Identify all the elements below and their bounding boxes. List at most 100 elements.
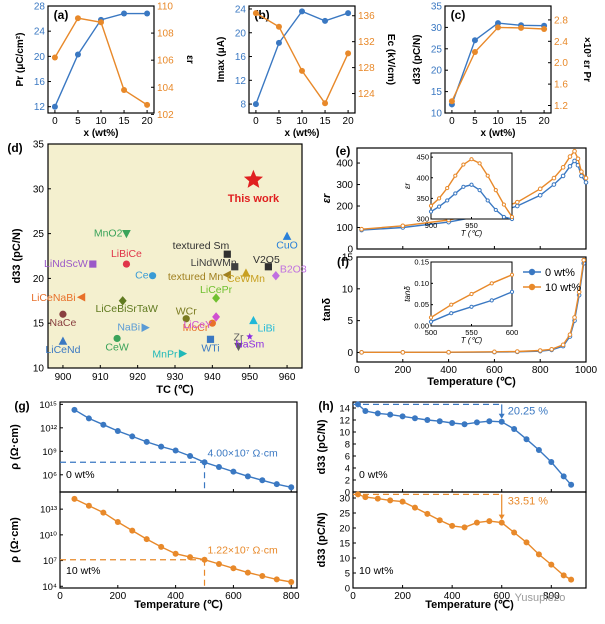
- x-tick-label: 15: [118, 116, 130, 127]
- inset-10wt-point: [437, 196, 442, 201]
- point-label: WCr: [176, 306, 197, 318]
- series-point: [259, 573, 266, 579]
- y-tick-label: 110: [157, 2, 173, 13]
- series-point: [187, 554, 194, 561]
- data-point: [118, 296, 127, 306]
- watermark-text: Yusupiezo: [515, 592, 566, 604]
- x-tick-label: 15: [515, 116, 527, 127]
- inset-10wt-point: [501, 202, 506, 207]
- series-point: [259, 477, 266, 484]
- data-point: [282, 231, 292, 240]
- series-Ec-line: [255, 12, 349, 105]
- y-tick-label: 24: [235, 4, 247, 15]
- x-tick-label: 10: [492, 116, 504, 127]
- x-axis-label: Temperature (℃): [427, 376, 516, 388]
- series-point: [449, 522, 456, 529]
- y-axis-label-right: Ec (kV/cm): [385, 34, 396, 85]
- point-label: CeW: [105, 341, 128, 353]
- series-d33-point: [471, 37, 478, 44]
- x-tick-label: 400: [440, 365, 457, 376]
- y-tick-label: 128: [358, 63, 375, 74]
- series-point: [498, 519, 505, 526]
- series-point: [215, 561, 222, 567]
- y-tick-label: 10: [342, 284, 354, 295]
- series-point: [535, 551, 542, 558]
- series-Pr-point: [144, 10, 151, 17]
- y-tick-label: 25: [339, 509, 350, 520]
- series-point: [436, 517, 443, 524]
- data-point: [113, 334, 121, 343]
- y-tick-label: 25: [431, 44, 443, 55]
- x-axis-label: TC (℃): [156, 384, 194, 396]
- y-tick-label: 300: [336, 180, 353, 191]
- inset-x-label: T (℃): [461, 229, 483, 238]
- y-tick-label: 4: [345, 464, 350, 475]
- series-10wt-point: [549, 346, 554, 352]
- y-tick-label: 0.00: [414, 322, 429, 331]
- series-0wt-point: [515, 203, 520, 209]
- arrow-head: [498, 514, 505, 520]
- point-label: Zr: [234, 331, 244, 343]
- y-tick-label: 400: [416, 173, 429, 182]
- x-tick-label: 20: [343, 116, 355, 127]
- y-tick-label: 20: [34, 52, 46, 63]
- x-axis-label: Temperature (℃): [425, 599, 514, 611]
- series-Imax-point: [252, 101, 259, 108]
- y-tick-label: 10: [431, 109, 443, 120]
- y-tick-label: 0: [347, 245, 353, 256]
- x-tick-label: 550: [465, 328, 478, 337]
- x-tick-label: 950: [241, 372, 258, 383]
- series-point: [273, 481, 280, 488]
- point-label: LiCeNd: [45, 344, 80, 356]
- y-tick-label: 20: [431, 66, 443, 77]
- series-point: [85, 502, 92, 509]
- series-10wt-point: [515, 349, 520, 354]
- data-point: [264, 263, 272, 271]
- series-10wt-point: [567, 332, 573, 337]
- legend-label: 0 wt%: [545, 267, 575, 279]
- panel-c: 0 5 10 15 20 10 15 20 25 30 35 1.2 1.6 2.0 2.4 2.8 x (wt…: [412, 2, 592, 140]
- y-tick-label: 30: [431, 23, 443, 34]
- y-tick-label: 16: [34, 77, 46, 88]
- y-tick-label: 8: [240, 100, 246, 111]
- x-tick-label: 800: [283, 591, 300, 602]
- inset-10wt-point: [477, 161, 482, 166]
- y-tick-label: 2.4: [554, 37, 568, 48]
- x-tick-label: 20: [539, 116, 551, 127]
- series-10wt-point: [581, 257, 587, 263]
- x-tick-label: 0: [253, 116, 259, 127]
- series-10wt-point: [537, 348, 543, 353]
- panel-label: (g): [14, 399, 29, 413]
- plot-frame: [59, 491, 298, 589]
- x-tick-label: 5: [472, 116, 478, 127]
- x-tick-label: 20: [142, 116, 154, 127]
- y-axis-label: tanδ: [321, 298, 333, 322]
- y-tick-label: 5: [347, 316, 353, 327]
- panel-e: 0 100 200 300 400 εr (e) 900 950 300 350 400 450 T (℃…: [321, 144, 589, 256]
- subplot-label: 10 wt%: [359, 565, 393, 577]
- panel-b: 0 5 10 15 20 8 12 16 20 24 124 128 132 136 x (wt%) Imax…: [216, 4, 396, 139]
- series-Ec-point: [322, 100, 329, 107]
- series-point: [560, 473, 567, 480]
- y-tick-label: 20: [339, 524, 350, 535]
- series-point: [473, 519, 480, 526]
- series-rPr-point: [541, 26, 548, 33]
- legend-marker: [528, 268, 536, 276]
- series-point: [143, 536, 150, 543]
- y-tick-label: 300: [416, 215, 429, 224]
- data-point: [59, 310, 67, 318]
- series-point: [511, 426, 518, 432]
- series-r-line: [54, 17, 148, 106]
- series-Imax-point: [299, 8, 305, 15]
- series-0wt-point: [567, 163, 573, 169]
- panel-label: (h): [318, 399, 333, 413]
- x-axis-label: x (wt%): [84, 128, 119, 139]
- series-0wt-point: [551, 182, 557, 187]
- plot-frame: [47, 143, 303, 369]
- series-point: [424, 510, 431, 517]
- x-tick-label: 600: [486, 365, 503, 376]
- series-point: [362, 494, 369, 501]
- data-point: [89, 260, 97, 268]
- series-point: [449, 420, 456, 426]
- series-point: [399, 498, 406, 505]
